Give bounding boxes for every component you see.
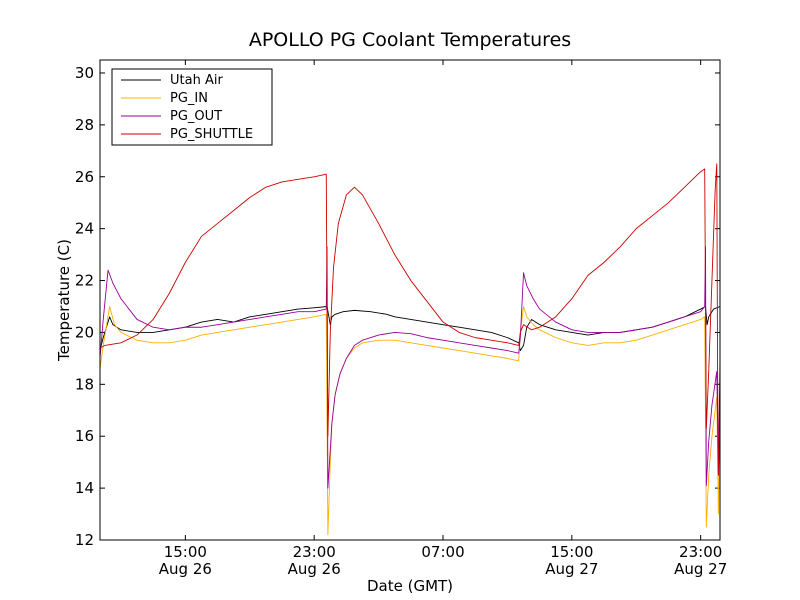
- x-tick-label: 15:00: [550, 543, 593, 561]
- y-tick-label: 28: [75, 116, 94, 134]
- series-line-pg-shuttle: [100, 163, 720, 476]
- y-tick-label: 24: [75, 220, 94, 238]
- legend-label: PG_OUT: [170, 109, 222, 124]
- legend-label: Utah Air: [170, 73, 223, 88]
- x-axis-label: Date (GMT): [367, 577, 453, 595]
- x-tick-date-label: Aug 27: [674, 560, 727, 578]
- chart-title: APOLLO PG Coolant Temperatures: [249, 29, 571, 51]
- y-tick-label: 14: [75, 479, 94, 497]
- x-tick-label: 15:00: [164, 543, 207, 561]
- x-tick-label: 23:00: [293, 543, 336, 561]
- x-tick-label: 23:00: [679, 543, 722, 561]
- y-tick-label: 26: [75, 168, 94, 186]
- y-tick-label: 20: [75, 323, 94, 341]
- plot-frame: [99, 59, 721, 541]
- y-tick-label: 16: [75, 427, 94, 445]
- y-tick-label: 22: [75, 272, 94, 290]
- series-line-utah-air: [100, 306, 720, 352]
- x-tick-date-label: Aug 27: [545, 560, 598, 578]
- legend-label: PG_SHUTTLE: [170, 127, 253, 142]
- y-axis-label: Temperature (C): [55, 239, 73, 362]
- series-line-pg-in: [100, 306, 720, 536]
- x-tick-date-label: Aug 26: [288, 560, 341, 578]
- legend-box: [111, 68, 273, 146]
- x-tick-date-label: Aug 26: [159, 560, 212, 578]
- legend-label: PG_IN: [170, 91, 208, 106]
- legend: Utah Air PG_IN PG_OUT PG_SHUTTLE: [111, 68, 273, 146]
- y-tick-label: 18: [75, 375, 94, 393]
- x-tick-label: 07:00: [421, 543, 464, 561]
- y-tick-label: 30: [75, 64, 94, 82]
- series-layer: [100, 163, 720, 536]
- y-tick-label: 12: [75, 531, 94, 549]
- series-line-pg-out: [100, 246, 720, 489]
